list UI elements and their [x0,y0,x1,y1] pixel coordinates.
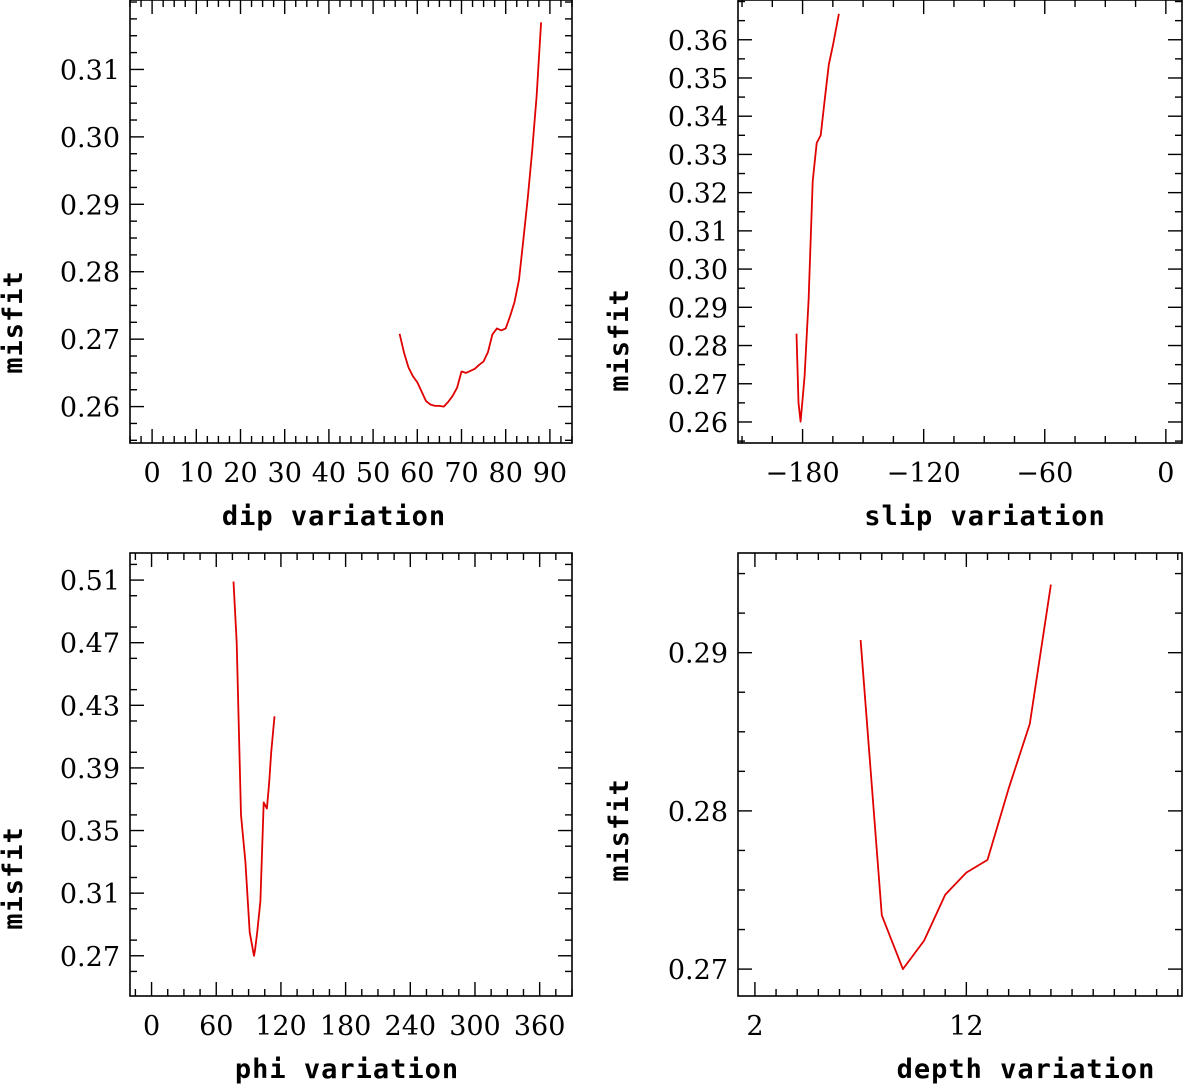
y-tick-label: 0.35 [668,64,728,95]
slip-panel: −180 −120 −60 0 0.26 0.27 0.28 0.29 0.30 0.31 0.32… [604,0,1183,532]
dip-y-axis-label: misfit [0,270,29,374]
phi-plot-frame [129,552,573,997]
x-tick-label: 30 [268,458,302,489]
y-tick-label: 0.30 [668,255,728,286]
y-tick-label: 0.31 [60,879,120,910]
y-tick-label: 0.30 [60,123,120,154]
y-tick-label: 0.27 [60,325,120,356]
slip-y-axis-label: misfit [604,288,635,392]
x-tick-label: −60 [1016,458,1073,489]
x-tick-label: 20 [223,458,257,489]
y-tick-label: 0.47 [60,629,120,660]
x-tick-label: 50 [356,458,390,489]
x-tick-label: 2 [746,1011,763,1042]
y-tick-label: 0.31 [60,55,120,86]
slip-x-axis-label: slip variation [864,501,1106,532]
x-tick-label: 80 [489,458,523,489]
x-tick-label: 40 [312,458,346,489]
y-tick-label: 0.28 [60,258,120,289]
dip-plot-frame [129,0,573,444]
y-tick-label: 0.26 [60,393,120,424]
slip-misfit-curve [795,13,840,423]
x-tick-label: −120 [887,458,961,489]
depth-y-axis-label: misfit [604,778,635,882]
depth-plot-frame [737,552,1183,997]
y-tick-label: 0.28 [668,797,728,828]
x-tick-label: 60 [199,1011,233,1042]
y-tick-label: 0.39 [60,754,120,785]
y-tick-label: 0.33 [668,140,728,171]
x-tick-label: 240 [385,1011,437,1042]
phi-x-axis-label: phi variation [235,1054,459,1085]
y-tick-label: 0.29 [60,190,120,221]
x-tick-label: 90 [533,458,567,489]
x-tick-label: 60 [400,458,434,489]
phi-panel: 0 60 120 180 240 300 360 0.27 0.31 0.35 0.39 0.43 0.… [0,552,573,1085]
y-tick-label: 0.31 [668,217,728,248]
dip-misfit-curve [398,22,542,408]
phi-y-axis-label: misfit [0,826,29,930]
x-tick-label: 0 [143,1011,160,1042]
x-tick-label: −180 [765,458,839,489]
x-tick-label: 0 [144,458,161,489]
dip-x-axis-label: dip variation [222,501,446,532]
depth-misfit-curve [859,584,1052,970]
depth-x-axis-label: depth variation [897,1054,1156,1085]
y-tick-label: 0.34 [668,102,728,133]
y-tick-label: 0.27 [668,955,728,986]
y-tick-label: 0.26 [668,408,728,439]
depth-panel: 2 12 0.27 0.28 0.29 depth variation misfit [604,552,1183,1085]
x-tick-label: 70 [444,458,478,489]
y-tick-label: 0.51 [60,566,120,597]
y-tick-label: 0.29 [668,293,728,324]
x-tick-label: 10 [179,458,213,489]
y-tick-label: 0.27 [60,942,120,973]
y-tick-label: 0.36 [668,26,728,57]
y-tick-label: 0.32 [668,179,728,210]
x-tick-label: 300 [449,1011,501,1042]
x-tick-label: 120 [255,1011,307,1042]
x-tick-label: 0 [1157,458,1174,489]
y-tick-label: 0.28 [668,332,728,363]
x-tick-label: 180 [320,1011,372,1042]
dip-panel: 0 10 20 30 40 50 60 70 80 90 0.26 0.27 0.28 0.29 0.30 0… [0,0,573,532]
x-tick-label: 12 [949,1011,983,1042]
phi-misfit-curve [232,581,276,957]
y-tick-label: 0.27 [668,370,728,401]
x-tick-label: 360 [514,1011,566,1042]
slip-plot-frame [737,0,1183,444]
y-tick-label: 0.29 [668,639,728,670]
y-tick-label: 0.43 [60,691,120,722]
y-tick-label: 0.35 [60,817,120,848]
